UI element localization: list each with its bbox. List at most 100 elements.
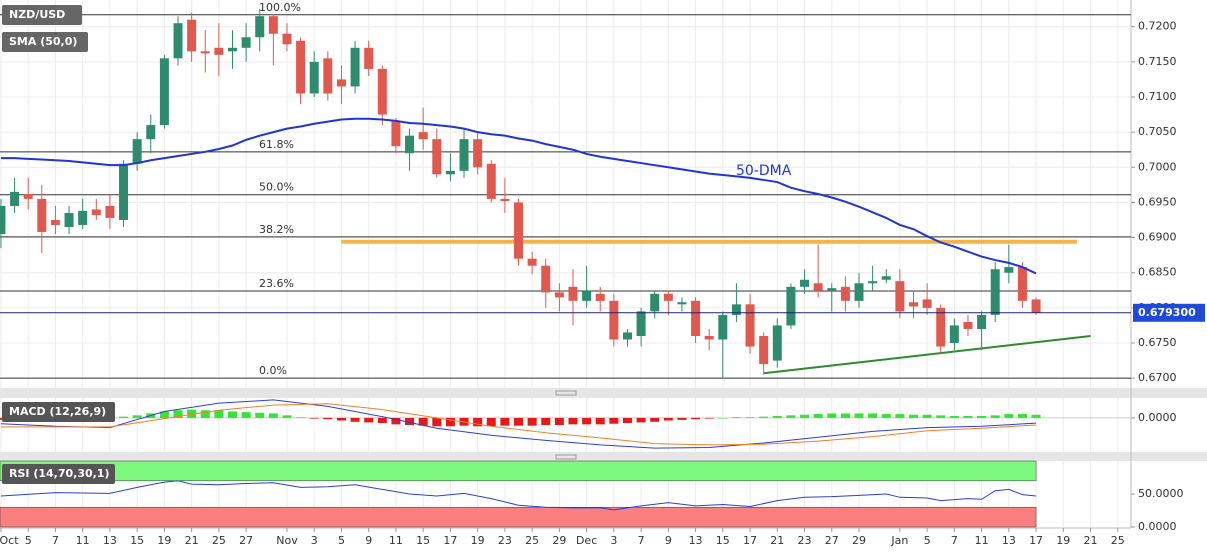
x-tick-label: 15 <box>716 534 730 547</box>
x-tick-label: 17 <box>1029 534 1043 547</box>
macd-histogram-bar <box>636 417 646 423</box>
candle-body <box>636 311 646 336</box>
panel-title-box <box>2 464 115 484</box>
x-tick-label: 5 <box>338 534 345 547</box>
panel-title: SMA (50,0) <box>9 35 77 48</box>
candle-body <box>418 132 428 140</box>
candle-body <box>64 212 74 228</box>
candle-body <box>786 286 796 326</box>
candle-body <box>173 23 183 59</box>
x-tick-label: 11 <box>975 534 989 547</box>
candle-body <box>1031 299 1041 313</box>
macd-histogram-bar <box>268 413 278 418</box>
macd-histogram-bar <box>827 413 837 418</box>
macd-histogram-bar <box>663 417 673 421</box>
candle-body <box>37 198 47 232</box>
x-tick-label: 7 <box>638 534 645 547</box>
macd-histogram-bar <box>731 417 741 418</box>
candle-body <box>963 321 973 329</box>
candle-body <box>350 47 360 87</box>
candle-body <box>78 210 88 225</box>
x-tick-label: 27 <box>825 534 839 547</box>
candle-body <box>391 121 401 147</box>
candle-body <box>813 283 823 291</box>
fib-label: 61.8% <box>259 138 294 151</box>
panel-divider <box>0 452 1207 461</box>
candle-body <box>731 304 741 315</box>
macd-histogram-bar <box>963 416 973 418</box>
macd-histogram-bar <box>364 417 374 423</box>
macd-histogram-bar <box>214 410 224 418</box>
candle-body <box>50 220 60 225</box>
y-tick-label: 50.0000 <box>1138 487 1184 500</box>
macd-histogram-bar <box>227 411 237 418</box>
macd-histogram-bar <box>159 411 169 418</box>
x-tick-label: 23 <box>498 534 512 547</box>
macd-histogram-bar <box>473 417 483 427</box>
candle-body <box>459 139 469 171</box>
candle-body <box>500 198 510 202</box>
macd-histogram-bar <box>568 417 578 425</box>
macd-histogram-bar <box>609 417 619 424</box>
macd-line <box>0 403 1037 446</box>
support-line <box>763 334 1091 375</box>
resize-handle[interactable] <box>555 390 577 396</box>
candle-body <box>990 269 1000 315</box>
x-tick-label: Dec <box>576 534 597 547</box>
candle-body <box>868 281 878 284</box>
candle-body <box>772 325 782 361</box>
x-tick-label: 19 <box>157 534 171 547</box>
macd-histogram-bar <box>704 417 714 419</box>
macd-histogram-bar <box>595 417 605 425</box>
macd-histogram-bar <box>759 416 769 418</box>
macd-histogram-bar <box>554 417 564 425</box>
macd-histogram-bar <box>541 417 551 425</box>
x-tick-label: 23 <box>798 534 812 547</box>
candle-body <box>227 47 237 52</box>
candle-body <box>895 281 905 312</box>
candle-body <box>554 292 564 298</box>
macd-histogram-bar <box>1017 414 1027 418</box>
y-tick-label: 0.6950 <box>1138 195 1177 208</box>
candle-body <box>364 47 374 69</box>
candle-body <box>432 139 442 175</box>
macd-histogram-bar <box>405 417 415 425</box>
macd-histogram-bar <box>1004 414 1014 418</box>
fib-label: 0.0% <box>259 364 287 377</box>
macd-histogram-bar <box>173 410 183 418</box>
candle-body <box>336 79 346 87</box>
y-tick-label: 0.7000 <box>1138 160 1177 173</box>
macd-histogram-bar <box>445 417 455 427</box>
x-tick-label: 9 <box>665 534 672 547</box>
resize-handle[interactable] <box>555 454 577 460</box>
macd-histogram-bar <box>745 417 755 418</box>
last-price-box <box>1133 303 1205 322</box>
candle-body <box>91 209 101 216</box>
macd-histogram-bar <box>895 414 905 418</box>
panel-title-box <box>2 402 115 422</box>
last-price-label: 0.679300 <box>1138 306 1196 319</box>
y-tick-label: 0.6900 <box>1138 231 1177 244</box>
macd-histogram-bar <box>241 412 251 418</box>
macd-histogram-bar <box>854 413 864 418</box>
candle-body <box>922 299 932 308</box>
macd-histogram-bar <box>514 417 524 426</box>
candle-body <box>800 279 810 287</box>
x-tick-label: 21 <box>185 534 199 547</box>
panel-title-box <box>2 5 82 25</box>
macd-histogram-bar <box>486 417 496 427</box>
candle-body <box>514 202 524 259</box>
macd-histogram-bar <box>187 409 197 418</box>
candle-body <box>10 191 20 206</box>
macd-histogram-bar <box>200 410 210 418</box>
macd-histogram-bar <box>908 414 918 418</box>
macd-histogram-bar <box>990 415 1000 418</box>
panel-divider <box>0 388 1207 398</box>
x-tick-label: Jan <box>890 534 908 547</box>
fib-label: 100.0% <box>259 1 301 14</box>
candle-body <box>936 307 946 347</box>
x-tick-label: 25 <box>212 534 226 547</box>
y-tick-label: 0.0000 <box>1138 411 1177 424</box>
macd-histogram-bar <box>868 413 878 418</box>
